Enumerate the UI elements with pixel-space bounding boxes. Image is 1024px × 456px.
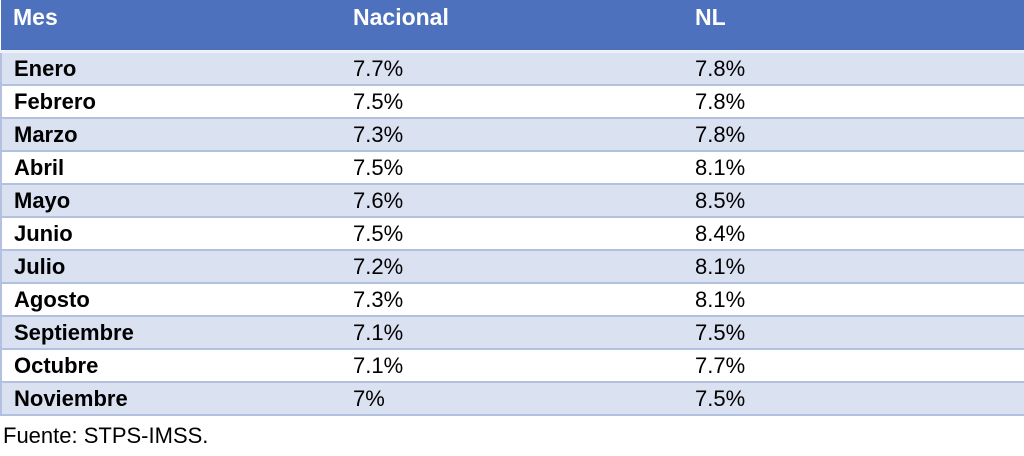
table-row: Octubre 7.1% 7.7% bbox=[0, 348, 1024, 382]
table-row: Julio 7.2% 8.1% bbox=[0, 249, 1024, 283]
cell-month: Mayo bbox=[0, 183, 341, 217]
table-row: Marzo 7.3% 7.8% bbox=[0, 117, 1024, 151]
header-cell-nacional: Nacional bbox=[341, 0, 683, 52]
cell-nl: 8.4% bbox=[683, 216, 1024, 250]
cell-nacional: 7.7% bbox=[341, 50, 683, 85]
cell-month: Septiembre bbox=[0, 315, 341, 349]
cell-nacional: 7% bbox=[341, 381, 683, 416]
cell-nacional: 7.6% bbox=[341, 183, 683, 217]
cell-month: Noviembre bbox=[0, 381, 341, 416]
table-header: Mes Nacional NL bbox=[1, 0, 1024, 52]
cell-month: Junio bbox=[0, 216, 341, 250]
table-row: Junio 7.5% 8.4% bbox=[0, 216, 1024, 250]
cell-month: Julio bbox=[0, 249, 341, 283]
cell-nl: 8.1% bbox=[683, 150, 1024, 184]
cell-month: Febrero bbox=[0, 84, 341, 118]
header-cell-nl: NL bbox=[683, 0, 1024, 52]
header-cell-mes: Mes bbox=[1, 0, 341, 52]
cell-month: Marzo bbox=[0, 117, 341, 151]
cell-nacional: 7.5% bbox=[341, 84, 683, 118]
table-row: Agosto 7.3% 8.1% bbox=[0, 282, 1024, 316]
cell-nacional: 7.5% bbox=[341, 150, 683, 184]
cell-nacional: 7.3% bbox=[341, 117, 683, 151]
unemployment-table: Mes Nacional NL Enero 7.7% 7.8% Febrero … bbox=[0, 0, 1024, 416]
cell-nl: 7.7% bbox=[683, 348, 1024, 382]
table-row: Enero 7.7% 7.8% bbox=[0, 50, 1024, 85]
cell-nl: 7.8% bbox=[683, 84, 1024, 118]
table-row: Abril 7.5% 8.1% bbox=[0, 150, 1024, 184]
cell-nacional: 7.1% bbox=[341, 315, 683, 349]
cell-month: Agosto bbox=[0, 282, 341, 316]
cell-nacional: 7.2% bbox=[341, 249, 683, 283]
cell-nacional: 7.3% bbox=[341, 282, 683, 316]
table-body: Enero 7.7% 7.8% Febrero 7.5% 7.8% Marzo … bbox=[0, 50, 1024, 416]
cell-nl: 7.5% bbox=[683, 381, 1024, 416]
cell-nl: 7.8% bbox=[683, 117, 1024, 151]
table-row: Septiembre 7.1% 7.5% bbox=[0, 315, 1024, 349]
cell-nl: 7.8% bbox=[683, 50, 1024, 85]
header-row: Mes Nacional NL bbox=[1, 0, 1024, 52]
cell-nl: 8.1% bbox=[683, 249, 1024, 283]
cell-month: Octubre bbox=[0, 348, 341, 382]
source-note: Fuente: STPS-IMSS. bbox=[3, 423, 209, 448]
cell-nl: 7.5% bbox=[683, 315, 1024, 349]
cell-month: Abril bbox=[0, 150, 341, 184]
cell-month: Enero bbox=[0, 50, 341, 85]
cell-nacional: 7.1% bbox=[341, 348, 683, 382]
table-row: Noviembre 7% 7.5% bbox=[0, 381, 1024, 416]
cell-nl: 8.1% bbox=[683, 282, 1024, 316]
table-row: Mayo 7.6% 8.5% bbox=[0, 183, 1024, 217]
table-row: Febrero 7.5% 7.8% bbox=[0, 84, 1024, 118]
cell-nl: 8.5% bbox=[683, 183, 1024, 217]
cell-nacional: 7.5% bbox=[341, 216, 683, 250]
